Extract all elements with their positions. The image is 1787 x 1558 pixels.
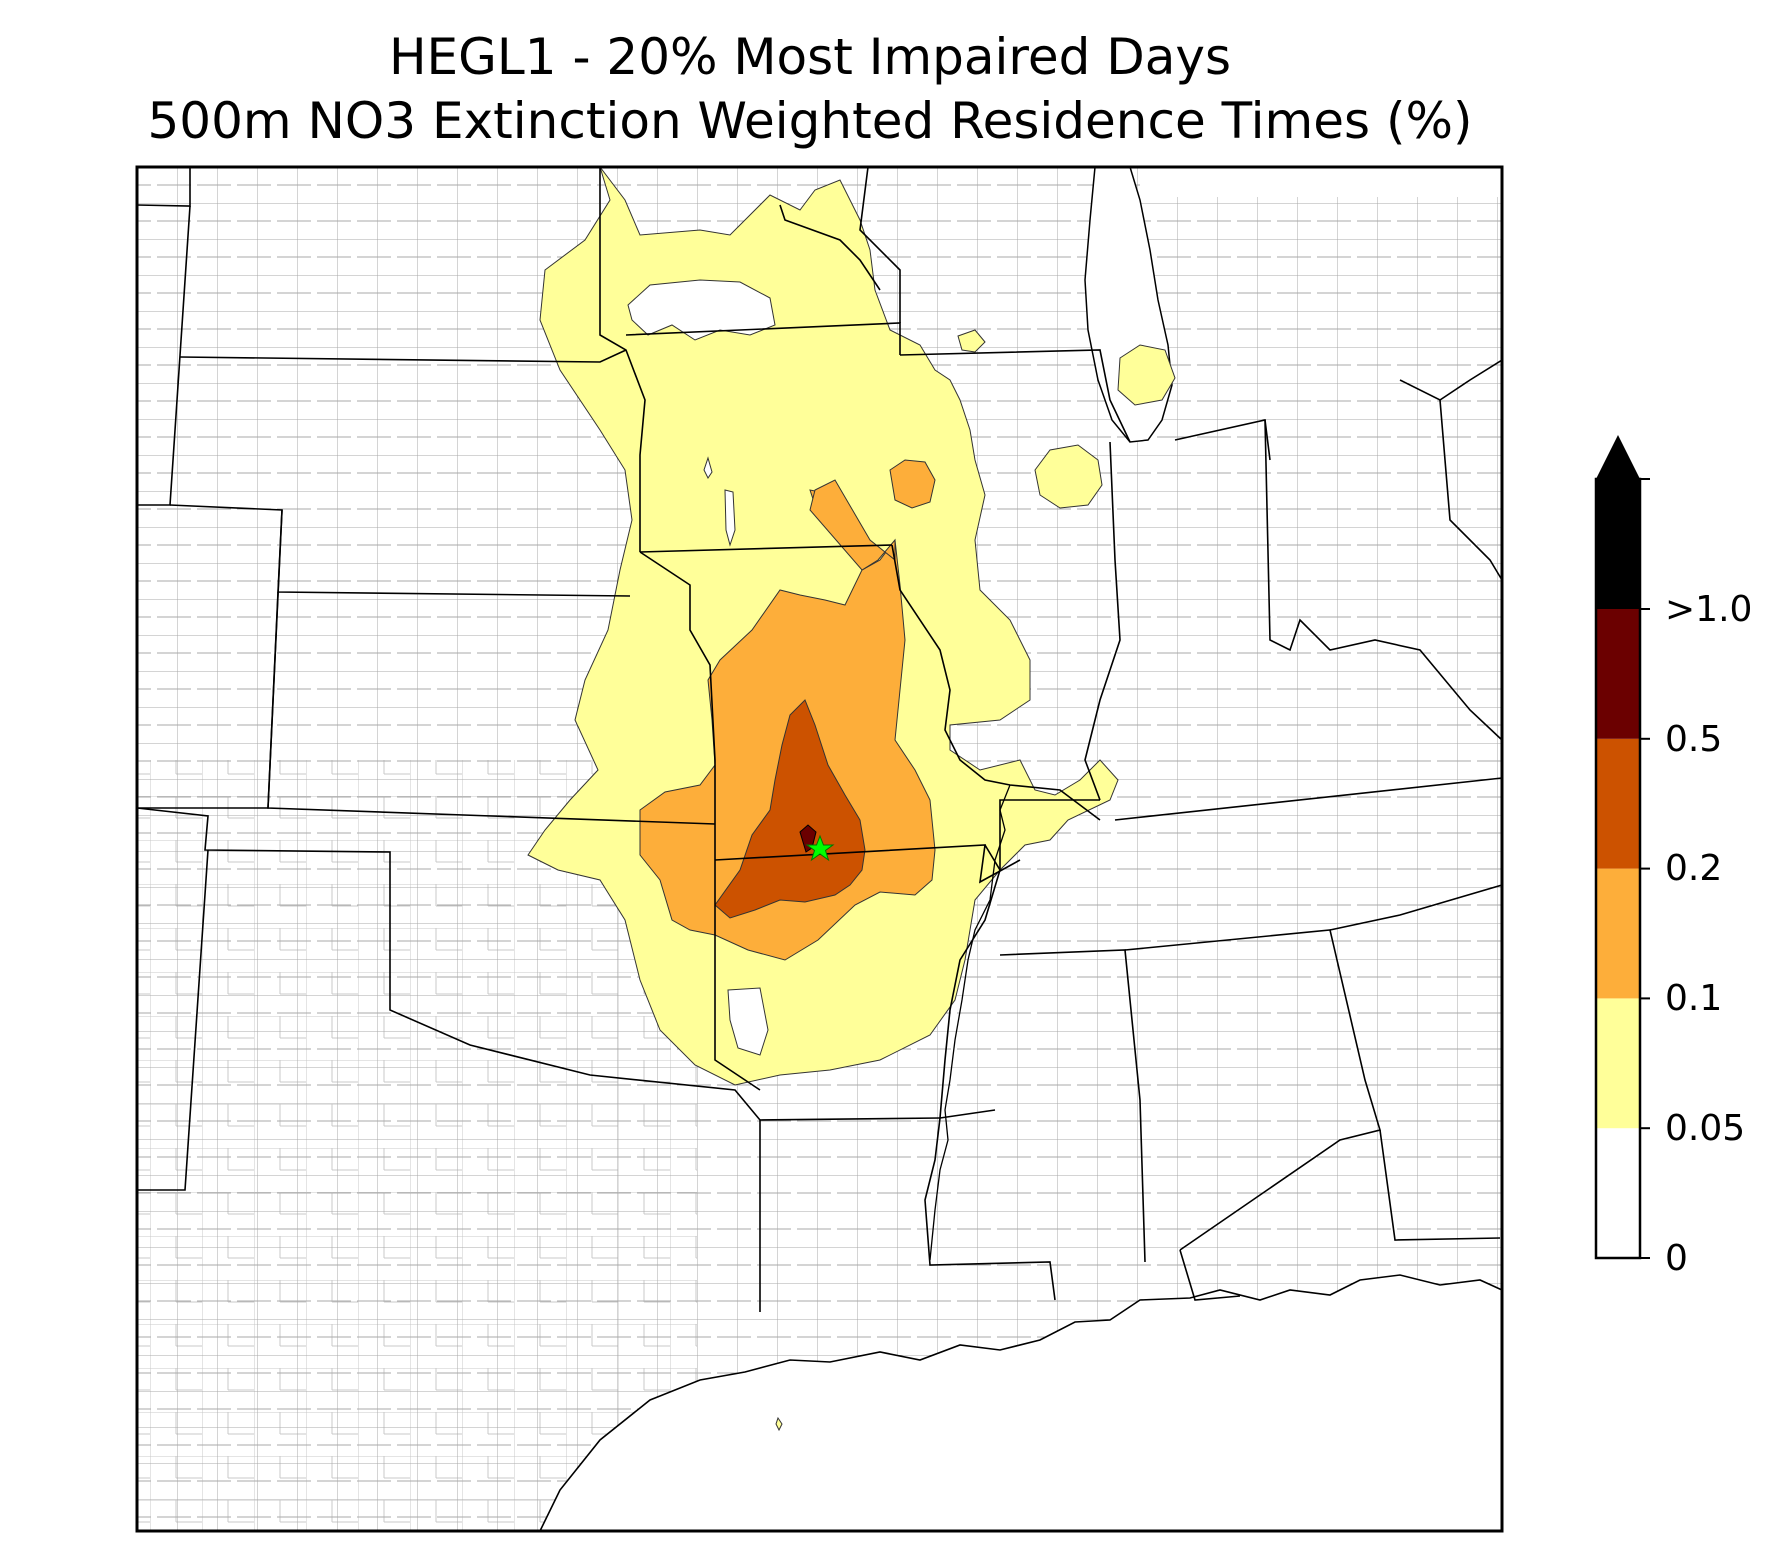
contour-blob-illinois (1034, 444, 1103, 509)
map-body (137, 167, 1502, 1531)
lake-cover (1140, 167, 1502, 197)
contour-blob-michigan (1117, 344, 1176, 406)
colorbar-tick-label: >1.0 (1665, 589, 1753, 630)
county-borders-texas (137, 760, 697, 1531)
contour-hole-small (724, 489, 736, 547)
gulf-of-mexico (540, 1275, 1502, 1531)
colorbar-tick-label: 0.1 (1665, 978, 1723, 1019)
contour-0.1-blob (889, 459, 936, 509)
colorbar-bin (1596, 868, 1640, 999)
colorbar-tick-label: 0 (1665, 1238, 1688, 1279)
colorbar-tick-label: 0.05 (1665, 1108, 1746, 1149)
site-marker-star (805, 834, 835, 862)
colorbar-bin-over (1596, 479, 1640, 609)
contour-0.2 (714, 699, 866, 919)
colorbar-tick-label: 0.5 (1665, 719, 1723, 760)
map-title-line2: 500m NO3 Extinction Weighted Residence T… (147, 92, 1473, 150)
colorbar-bin (1596, 998, 1640, 1129)
mississippi-river (929, 784, 1011, 1261)
colorbar-over-arrow (1596, 435, 1640, 479)
contour-hole-tiny (703, 456, 713, 479)
colorbar-tick-label: 0.2 (1665, 848, 1723, 889)
colorbar-bin (1596, 1128, 1640, 1258)
colorbar-bin (1596, 609, 1640, 739)
contour-blob-gulf (775, 1416, 783, 1432)
map-title-line1: HEGL1 - 20% Most Impaired Days (388, 28, 1232, 86)
map-frame (135, 165, 1504, 1533)
contour-hole-north (627, 279, 776, 341)
contour-blob-wisconsin (957, 329, 986, 353)
gulf-coastline (539, 1274, 1502, 1531)
colorbar-bin (1596, 738, 1640, 869)
state-borders (137, 167, 1502, 1312)
colorbar (1594, 435, 1650, 1260)
contour-hole-south (727, 987, 769, 1056)
